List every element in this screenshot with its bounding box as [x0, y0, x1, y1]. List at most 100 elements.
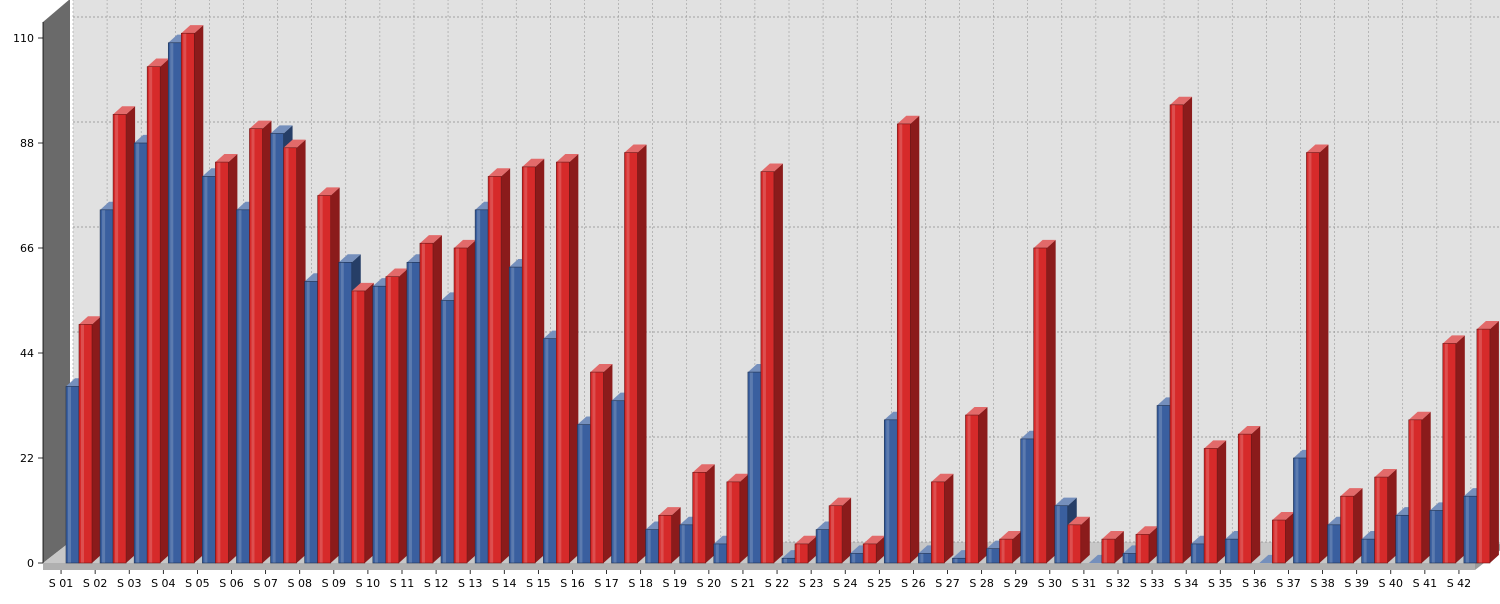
bar-series2-10-outline: [385, 276, 400, 564]
bar-series2-40: [1408, 411, 1431, 564]
bar-series1-40-front: [1395, 515, 1409, 563]
x-tick-label: S 37: [1276, 577, 1300, 590]
y-tick-label: 22: [20, 452, 34, 465]
bar-series1-23-front: [816, 529, 830, 563]
bar-series2-18-top: [658, 507, 681, 516]
bar-series2-10: [385, 268, 408, 564]
bar-series1-7-highlight: [272, 133, 276, 564]
bar-series2-26-outline: [931, 481, 945, 564]
bar-series1-3-highlight: [136, 143, 140, 563]
bar-series2-27-side: [978, 406, 988, 563]
bar-series2-30-outline: [1067, 524, 1082, 564]
bar-series2-1: [78, 316, 101, 564]
bar-series1-3-front: [134, 143, 148, 563]
bar-series1-16-front: [577, 424, 591, 563]
x-tick-label: S 35: [1208, 577, 1232, 590]
bar-series2-9: [351, 282, 374, 564]
bar-series2-36-highlight: [1274, 520, 1278, 563]
bar-series2-22-top: [795, 535, 817, 544]
bar-series1-11-front: [406, 262, 420, 563]
bar-series1-2-highlight: [102, 209, 106, 563]
bar-series2-34-side: [1217, 440, 1227, 563]
bar-series2-25-outline: [896, 123, 911, 564]
x-tick-label: S 27: [935, 577, 959, 590]
bar-series2-28-top: [999, 531, 1022, 540]
bar-series2-7-highlight: [285, 147, 289, 564]
bar-series2-33-top: [1170, 96, 1193, 105]
x-tick-label: S 17: [594, 577, 618, 590]
x-tick-label: S 04: [151, 577, 175, 590]
bar-series1-39-highlight: [1363, 539, 1367, 563]
bar-series2-14-side: [535, 158, 545, 563]
bar-series2-39-highlight: [1376, 477, 1380, 563]
bar-series2-2-outline: [112, 114, 127, 564]
bar-series2-34-top: [1204, 440, 1227, 449]
bar-series2-16: [590, 363, 613, 564]
bar-series2-42: [1476, 321, 1499, 564]
bar-series2-33-outline: [1169, 104, 1184, 564]
bar-series1-18-front: [645, 529, 659, 563]
bar-series2-23-highlight: [831, 505, 835, 563]
bar-series2-11: [419, 235, 442, 564]
bar-series1-34-front: [1191, 543, 1205, 563]
bar-series2-4: [180, 25, 204, 564]
bar-series2-19-side: [705, 464, 715, 563]
bar-series1-4-front: [168, 42, 182, 564]
bar-series2-25-front: [897, 123, 911, 563]
bar-series2-7-side: [296, 139, 306, 563]
x-tick-label: S 23: [799, 577, 823, 590]
bar-series2-20-outline: [726, 481, 741, 564]
x-tick-label: S 11: [390, 577, 414, 590]
x-axis-ticks: S 01 S 02 S 03 S 04 S 05 S 06 S 07 S 08 S 09 S 10…: [49, 570, 1471, 590]
bar-series1-17-front: [611, 400, 625, 563]
bar-series1-27-front: [952, 558, 966, 563]
bar-series2-5-front: [215, 162, 229, 563]
bar-series1-23-highlight: [818, 529, 822, 563]
bar-series2-36-outline: [1272, 519, 1286, 564]
bar-series2-19-highlight: [694, 472, 698, 563]
bar-series2-37-front: [1306, 152, 1320, 563]
bar-series1-10-highlight: [374, 286, 378, 563]
bar-series2-37-highlight: [1308, 152, 1312, 563]
bar-series1-22-front: [782, 558, 795, 563]
bar-series2-8: [317, 187, 340, 564]
x-tick-label: S 13: [458, 577, 482, 590]
x-tick-label: S 31: [1072, 577, 1096, 590]
x-tick-label: S 05: [185, 577, 209, 590]
bar-series1-6-front: [236, 209, 250, 563]
bar-series2-5-highlight: [217, 162, 221, 563]
bar-series2-33-front: [1170, 104, 1184, 564]
bar-series1-15-highlight: [545, 338, 549, 563]
bar-series1-9-top: [338, 254, 361, 263]
bar-series2-31-highlight: [1103, 539, 1107, 563]
bar-series1-40-highlight: [1397, 515, 1401, 563]
bar-series2-20-top: [726, 473, 749, 482]
bar-series2-6: [249, 120, 272, 564]
bar-series1-15-front: [543, 338, 557, 563]
bar-series1-24-highlight: [852, 553, 856, 563]
bar-series2-39-outline: [1374, 476, 1388, 564]
bar-series2-2-front: [113, 114, 127, 563]
bar-series1-20-front: [713, 543, 727, 563]
bar-series2-4-side: [194, 25, 204, 564]
bar-series2-30: [1067, 516, 1090, 564]
bar-series2-9-highlight: [353, 290, 357, 563]
x-tick-label: S 21: [731, 577, 755, 590]
bar-series2-40-highlight: [1410, 419, 1414, 563]
bar-series2-16-top: [590, 363, 613, 373]
x-tick-label: S 32: [1106, 577, 1130, 590]
bar-series1-25-highlight: [886, 419, 890, 563]
bar-series2-32-front: [1135, 534, 1149, 563]
bar-series2-3-front: [147, 66, 161, 564]
x-tick-label: S 42: [1447, 577, 1471, 590]
bar-series2-33-highlight: [1172, 104, 1176, 564]
bar-series1-5-front: [202, 176, 216, 563]
bar-series2-18-outline: [658, 514, 672, 564]
bar-series1-10-front: [372, 286, 386, 563]
x-tick-label: S 26: [901, 577, 925, 590]
bar-series2-17-side: [637, 144, 647, 564]
bar-series1-29-highlight: [1022, 438, 1026, 563]
bar-series2-19: [692, 464, 715, 564]
bar-series2-35-outline: [1237, 433, 1252, 564]
bar-series2-12-highlight: [456, 248, 460, 563]
